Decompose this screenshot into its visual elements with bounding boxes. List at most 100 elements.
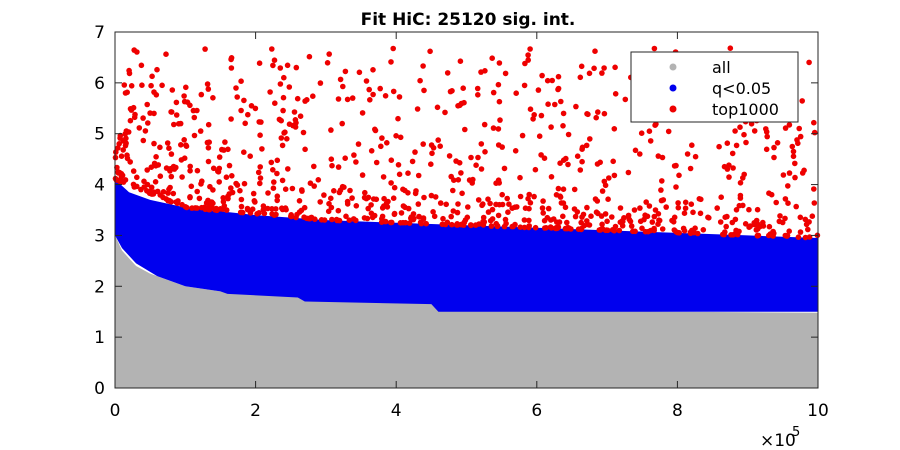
- scatter-point-top1000: [342, 68, 349, 75]
- scatter-point-top1000: [496, 60, 503, 66]
- scatter-point-top1000: [790, 148, 797, 155]
- scatter-point-top1000: [124, 89, 130, 96]
- scatter-point-top1000: [742, 221, 749, 227]
- scatter-point-top1000: [574, 153, 581, 159]
- scatter-point-top1000: [178, 142, 184, 148]
- scatter-point-top1000: [388, 157, 395, 163]
- scatter-point-top1000: [552, 101, 558, 108]
- scatter-point-top1000: [420, 63, 426, 69]
- scatter-point-top1000: [163, 196, 169, 202]
- scatter-point-top1000: [688, 201, 695, 207]
- scatter-point-top1000: [229, 189, 236, 196]
- scatter-point-top1000: [292, 117, 299, 123]
- legend-marker-top1000: [669, 105, 677, 113]
- scatter-point-top1000: [324, 60, 331, 66]
- scatter-point-top1000: [676, 172, 682, 179]
- scatter-point-top1000: [646, 128, 653, 134]
- scatter-point-top1000: [166, 145, 172, 151]
- scatter-point-top1000: [733, 142, 740, 149]
- scatter-point-top1000: [485, 209, 492, 215]
- scatter-point-top1000: [476, 221, 482, 227]
- scatter-point-top1000: [181, 137, 187, 143]
- scatter-point-top1000: [317, 199, 324, 205]
- scatter-point-top1000: [250, 190, 257, 197]
- scatter-point-top1000: [535, 87, 542, 93]
- scatter-point-top1000: [644, 213, 651, 220]
- scatter-point-top1000: [621, 215, 627, 221]
- scatter-point-top1000: [238, 203, 245, 210]
- scatter-point-top1000: [289, 185, 296, 192]
- scatter-point-top1000: [513, 90, 519, 96]
- scatter-point-top1000: [473, 162, 479, 168]
- scatter-point-top1000: [652, 122, 658, 128]
- scatter-point-top1000: [716, 143, 722, 150]
- scatter-point-top1000: [729, 150, 736, 157]
- scatter-point-top1000: [365, 205, 372, 212]
- scatter-point-top1000: [296, 198, 303, 204]
- axis-ticks: [114, 31, 819, 389]
- scatter-point-top1000: [178, 157, 185, 163]
- scatter-point-top1000: [601, 110, 608, 117]
- scatter-point-top1000: [797, 229, 804, 235]
- scatter-point-top1000: [659, 226, 666, 232]
- scatter-point-top1000: [264, 205, 271, 212]
- scatter-point-top1000: [194, 107, 200, 114]
- scatter-point-top1000: [302, 146, 308, 153]
- series-q005-band: [115, 179, 818, 312]
- scatter-point-top1000: [538, 112, 545, 119]
- scatter-point-top1000: [697, 210, 704, 217]
- scatter-point-top1000: [584, 218, 590, 224]
- scatter-point-top1000: [784, 233, 790, 239]
- scatter-point-top1000: [521, 82, 528, 89]
- scatter-point-top1000: [760, 223, 767, 229]
- scatter-point-top1000: [517, 174, 523, 181]
- scatter-point-top1000: [119, 179, 125, 185]
- scatter-point-top1000: [151, 110, 157, 117]
- scatter-point-top1000: [558, 200, 565, 206]
- scatter-point-top1000: [532, 166, 539, 173]
- scatter-point-top1000: [478, 166, 485, 172]
- scatter-point-top1000: [521, 224, 528, 231]
- scatter-point-top1000: [307, 215, 313, 222]
- scatter-point-top1000: [382, 93, 389, 99]
- scatter-point-top1000: [802, 234, 809, 241]
- scatter-point-top1000: [321, 192, 327, 198]
- scatter-point-top1000: [237, 187, 243, 194]
- legend-marker-q005: [669, 84, 677, 92]
- scatter-point-top1000: [117, 135, 123, 141]
- scatter-point-top1000: [213, 206, 220, 213]
- scatter-point-top1000: [154, 66, 160, 73]
- scatter-point-top1000: [141, 178, 147, 185]
- scatter-point-top1000: [233, 180, 239, 187]
- scatter-point-top1000: [592, 48, 598, 54]
- scatter-point-top1000: [329, 162, 335, 169]
- scatter-point-top1000: [682, 199, 689, 206]
- scatter-point-top1000: [390, 45, 397, 52]
- y-tick-label: 1: [94, 328, 105, 348]
- scatter-point-top1000: [372, 127, 379, 134]
- scatter-point-top1000: [420, 141, 427, 147]
- scatter-point-top1000: [796, 125, 802, 132]
- scatter-point-top1000: [405, 205, 412, 212]
- scatter-point-top1000: [416, 213, 422, 220]
- scatter-point-top1000: [274, 197, 281, 204]
- scatter-point-top1000: [144, 101, 150, 108]
- scatter-point-top1000: [724, 140, 731, 146]
- scatter-point-top1000: [526, 223, 532, 229]
- scatter-point-top1000: [475, 154, 481, 161]
- scatter-point-top1000: [168, 151, 175, 157]
- scatter-point-top1000: [643, 199, 649, 205]
- scatter-point-top1000: [124, 155, 131, 162]
- scatter-point-top1000: [384, 140, 390, 146]
- scatter-point-top1000: [455, 177, 462, 183]
- scatter-point-top1000: [571, 186, 578, 193]
- scatter-point-top1000: [512, 148, 519, 154]
- scatter-point-top1000: [637, 205, 643, 211]
- scatter-point-top1000: [527, 46, 533, 52]
- scatter-point-top1000: [754, 206, 761, 213]
- scatter-point-top1000: [785, 183, 791, 189]
- scatter-point-top1000: [637, 218, 644, 225]
- scatter-point-top1000: [188, 183, 195, 190]
- scatter-point-top1000: [379, 205, 386, 211]
- scatter-point-top1000: [565, 161, 571, 168]
